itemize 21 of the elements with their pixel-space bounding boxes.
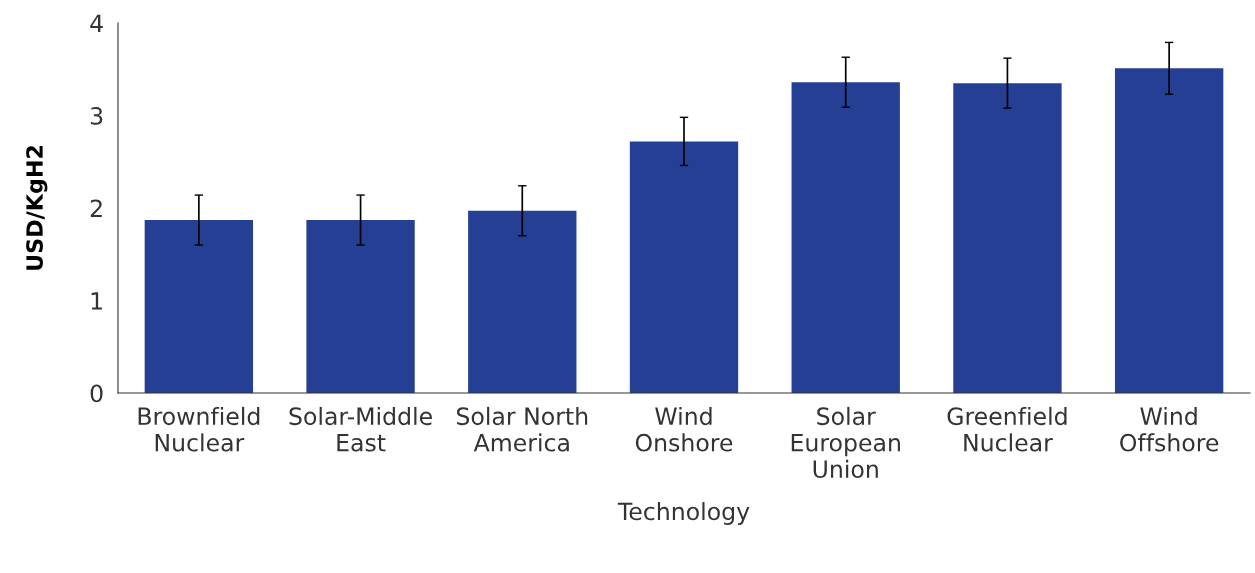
bar [1114,68,1224,393]
x-tick-label: Brownfield Nuclear [138,406,260,452]
x-axis-title: Technology [617,502,750,525]
bar [629,141,739,393]
bar [468,210,577,393]
y-tick-label: 4 [90,14,103,32]
x-tick-label: Wind Onshore [635,406,733,452]
bar [953,83,1062,393]
bar [791,82,900,393]
x-tick-label: Solar North America [456,406,588,452]
bar [306,220,415,393]
bar [144,220,254,393]
x-tick-label: Wind Offshore [1120,406,1219,452]
y-tick-label: 3 [90,106,103,125]
x-tick-label: Greenfield Nuclear [947,406,1067,452]
y-tick-label: 0 [90,384,103,403]
y-tick-label: 2 [90,199,102,217]
x-tick-label: Solar-Middle East [289,406,432,452]
x-tick-label: Solar European Union [791,406,900,479]
y-axis-title: USD/KgH2 [26,146,48,270]
y-tick-label: 1 [91,292,102,310]
